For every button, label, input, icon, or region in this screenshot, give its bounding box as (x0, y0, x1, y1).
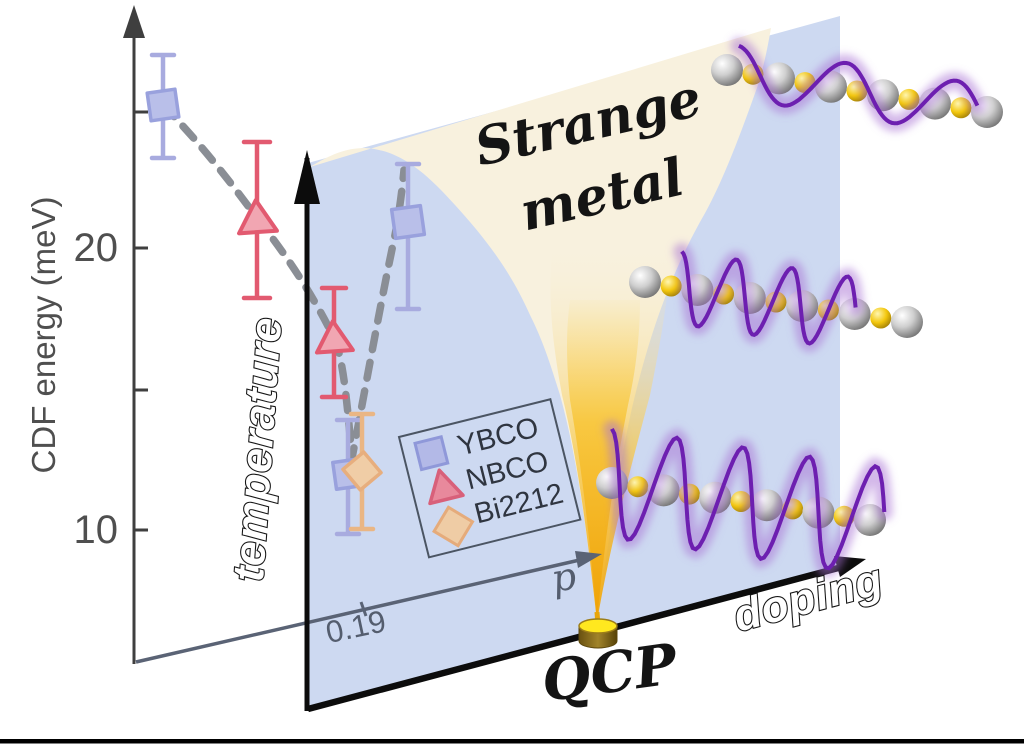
wave-line (680, 250, 858, 346)
legend-marker-triangle (428, 468, 465, 506)
data-point-triangle (314, 285, 355, 400)
p-axis (135, 551, 602, 664)
temperature-axis (294, 150, 320, 711)
wave-line (610, 427, 887, 571)
y-axis-title: CDF energy (meV) (25, 197, 62, 474)
legend-box (397, 398, 582, 559)
wave-line (738, 43, 980, 126)
cdw-wave-row (596, 420, 893, 578)
bottom-border-rule (0, 739, 1024, 744)
data-point-diamond (341, 411, 383, 532)
grey-atom-sphere (891, 306, 923, 338)
legend-marker-diamond (432, 505, 475, 548)
data-point-triangle (237, 139, 279, 301)
doping-axis-line (307, 563, 843, 713)
energy-axis (123, 5, 148, 664)
strange-metal-fan (310, 28, 771, 622)
cdw-illustrations (596, 37, 1003, 578)
data-point-square (145, 52, 181, 161)
gold-atom-sphere (660, 275, 682, 297)
gold-atom-sphere (950, 97, 972, 119)
grey-atom-sphere (711, 54, 743, 86)
cdw-wave-row (711, 37, 1003, 132)
p-axis-arrowhead-icon (575, 551, 602, 568)
data-point-square (389, 161, 427, 312)
p-axis-tick (359, 601, 368, 617)
temperature-arrowhead-icon (294, 150, 320, 204)
qcp-funnel-core (567, 300, 640, 622)
data-points (145, 52, 427, 537)
grey-atom-sphere (629, 266, 661, 298)
y-tick-label-20: 20 (74, 226, 119, 270)
energy-axis-arrowhead-icon (123, 5, 145, 38)
temperature-axis-label: temperature (224, 315, 291, 583)
cdw-wave-row (629, 243, 923, 353)
qcp-marker (578, 611, 618, 649)
qcp-cylinder-top (578, 618, 618, 634)
p-axis-line (135, 557, 585, 664)
trend-dashed-line (159, 101, 408, 459)
gold-atom-sphere (870, 307, 892, 329)
legend-marker-square (413, 434, 450, 472)
y-tick-label-10: 10 (74, 508, 119, 552)
